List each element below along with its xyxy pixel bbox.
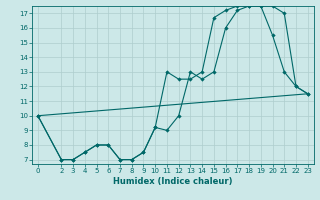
X-axis label: Humidex (Indice chaleur): Humidex (Indice chaleur) bbox=[113, 177, 233, 186]
